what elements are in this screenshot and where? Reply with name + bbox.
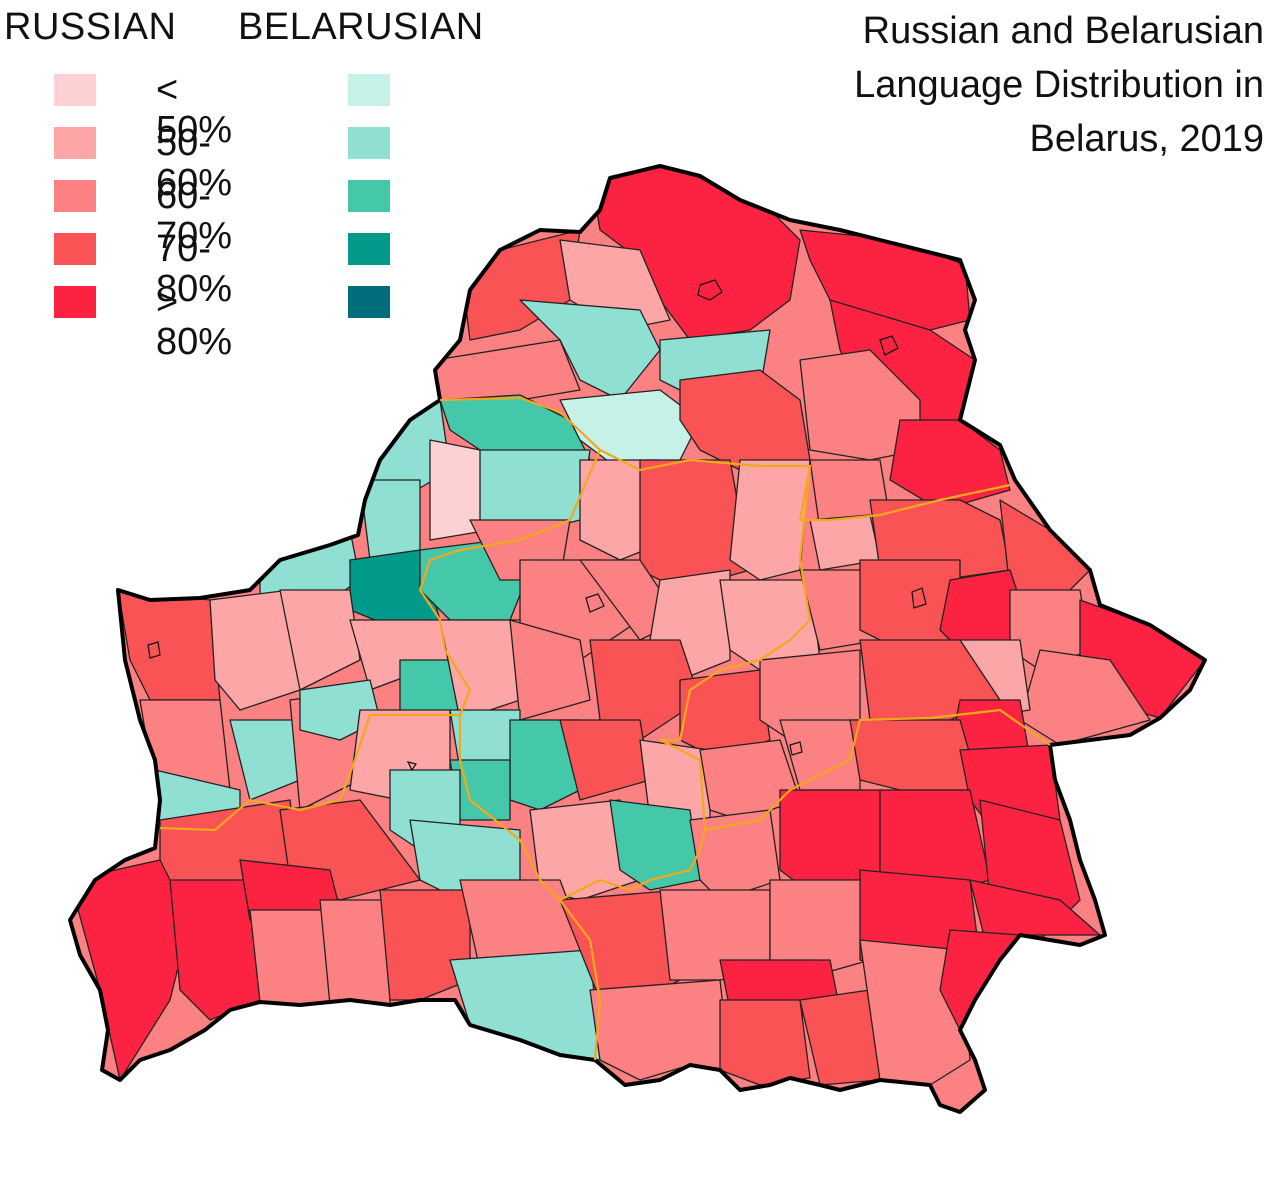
map-title-line-3: Belarus, 2019	[1029, 118, 1265, 160]
region-border	[159, 396, 1051, 1061]
district-20	[729, 459, 811, 581]
legend-swatch-russian-70-80	[54, 233, 96, 265]
district-92	[719, 999, 811, 1086]
legend-swatch-russian-50-60	[54, 127, 96, 159]
legend-swatch-russian-lt50	[54, 74, 96, 106]
map-title: Russian and Belarusian Language Distribu…	[704, 4, 1264, 166]
district-41	[209, 589, 301, 711]
legend-label-50-60: 50-60%	[156, 122, 233, 204]
country-outline	[68, 164, 1207, 1114]
legend-swatch-belarusian-50-60	[348, 127, 390, 159]
legend-label-60-70: 60-70%	[156, 175, 233, 257]
district-87	[769, 879, 871, 981]
map-title-line-1: Russian and Belarusian	[862, 10, 1264, 52]
legend-swatch-belarusian-lt50	[348, 74, 390, 106]
district-17	[479, 449, 591, 531]
district-72	[609, 799, 701, 891]
legend-header-belarusian: BELARUSIAN	[238, 6, 484, 48]
legend-swatch-belarusian-70-80	[348, 233, 390, 265]
legend-label-70-80: 70-80%	[156, 228, 233, 310]
district-82	[379, 889, 471, 1001]
legend-swatch-belarusian-60-70	[348, 180, 390, 212]
legend-swatch-russian-60-70	[54, 180, 96, 212]
district-42	[279, 589, 361, 691]
legend-label-lt50: < 50%	[156, 69, 233, 151]
lake-outlines	[147, 279, 927, 772]
district-95	[939, 929, 1021, 1031]
legend-label-gt80: > 80%	[156, 281, 233, 363]
map-title-line-2: Language Distribution in	[854, 64, 1264, 106]
district-46	[509, 619, 591, 721]
legend-header-russian: RUSSIAN	[4, 6, 177, 48]
legend-swatch-belarusian-gt80	[348, 286, 390, 318]
district-90	[589, 979, 731, 1081]
district-47	[589, 639, 701, 741]
legend-swatch-russian-gt80	[54, 286, 96, 318]
district-81	[319, 899, 391, 1006]
district-80	[249, 909, 331, 1006]
